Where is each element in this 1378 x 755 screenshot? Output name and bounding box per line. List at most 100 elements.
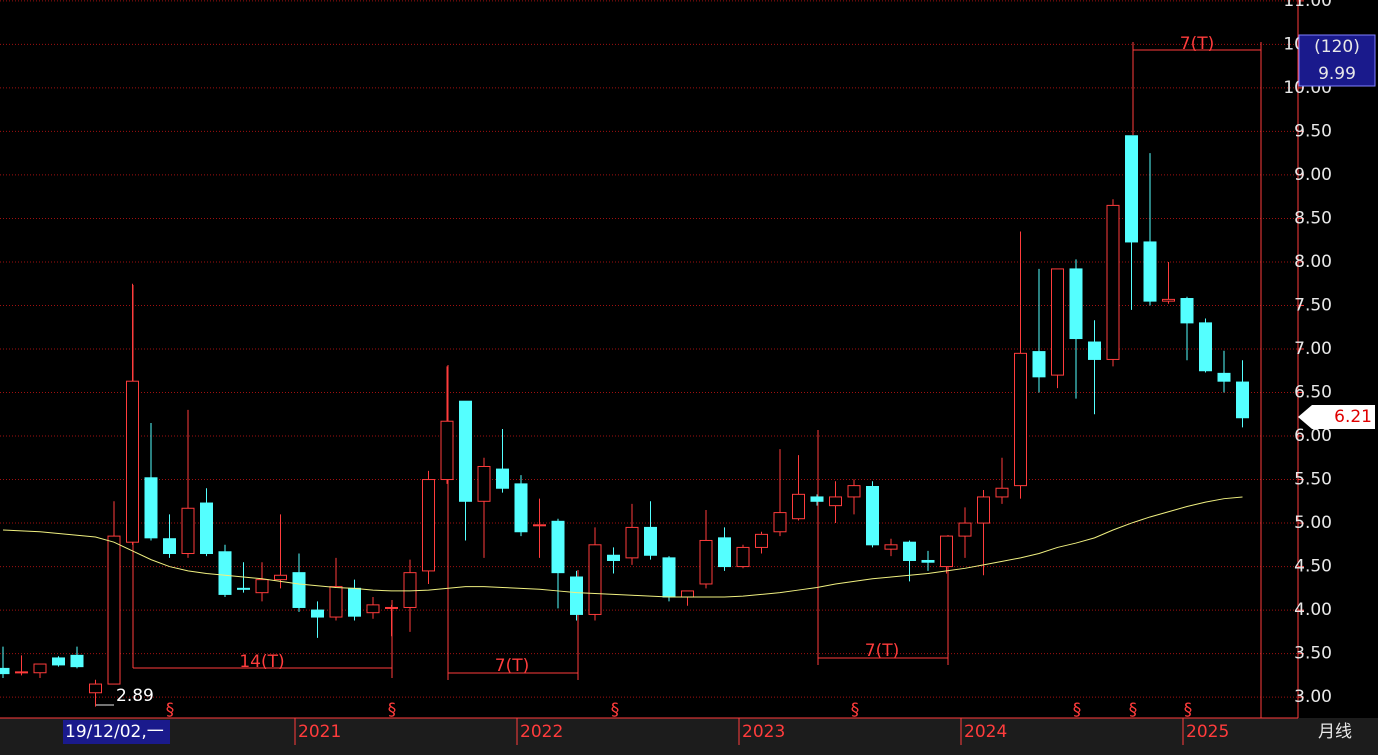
- candle-body: [699, 539, 713, 585]
- candle-body: [274, 574, 287, 581]
- candle-body: [1125, 135, 1138, 243]
- candle-body: [33, 663, 47, 674]
- candle-body: [107, 535, 121, 685]
- candle-body: [329, 586, 343, 618]
- y-tick-label: 5.00: [1294, 513, 1332, 533]
- candle-body: [662, 557, 676, 598]
- candle-body: [755, 533, 768, 548]
- candle-body: [1088, 341, 1101, 360]
- readout-label: (120): [1314, 37, 1360, 57]
- y-tick-label: 4.00: [1294, 600, 1332, 620]
- x-axis-bar: [0, 718, 1378, 755]
- y-tick-label: 3.00: [1294, 687, 1332, 707]
- candle-body: [866, 485, 879, 546]
- candle-body: [1051, 268, 1064, 376]
- y-tick-label: 11.00: [1283, 0, 1332, 11]
- candle-body: [15, 671, 28, 674]
- candle-body: [1032, 351, 1046, 378]
- event-marker: §: [1129, 700, 1138, 720]
- candle-body: [422, 479, 435, 572]
- candle-body: [681, 590, 694, 598]
- candle-body: [773, 512, 787, 533]
- event-marker: §: [1073, 700, 1082, 720]
- candle-body: [52, 657, 65, 666]
- event-marker: §: [611, 700, 620, 720]
- y-tick-label: 9.00: [1294, 165, 1332, 185]
- candle-body: [921, 559, 935, 563]
- candle-body: [1236, 381, 1249, 419]
- event-marker: §: [166, 700, 175, 720]
- x-tick-label: 2022: [520, 722, 563, 742]
- x-tick-label: 2024: [964, 722, 1007, 742]
- candle-body: [144, 477, 158, 539]
- candle-body: [588, 544, 602, 615]
- candle-body: [958, 522, 972, 537]
- candle-body: [348, 587, 361, 617]
- candle-body: [366, 604, 380, 614]
- candle-body: [903, 541, 916, 561]
- cycle-label: 7(T): [865, 641, 899, 661]
- y-tick-label: 7.00: [1294, 339, 1332, 359]
- candle-body: [995, 487, 1009, 498]
- candle-body: [514, 483, 528, 533]
- event-marker: §: [1184, 700, 1193, 720]
- candle-body: [551, 520, 565, 574]
- candle-body: [496, 468, 509, 489]
- y-tick-label: 7.50: [1294, 295, 1332, 315]
- candle-body: [1180, 298, 1194, 324]
- candle-body: [718, 537, 731, 568]
- period-label: 月线: [1318, 722, 1352, 742]
- candle-body: [218, 551, 232, 595]
- candle-body: [607, 554, 620, 561]
- price-tag: [1298, 405, 1375, 429]
- y-tick-label: 9.50: [1294, 121, 1332, 141]
- candle-body: [237, 587, 250, 590]
- candle-body: [810, 496, 824, 502]
- candle-body: [1162, 298, 1175, 302]
- candle-body: [940, 535, 953, 568]
- low-label: 2.89: [116, 686, 154, 706]
- candle-body: [1069, 268, 1083, 340]
- candle-body: [385, 606, 398, 609]
- candle-body: [1106, 204, 1120, 360]
- cycle-label: 7(T): [495, 656, 529, 676]
- candle-body: [736, 546, 750, 568]
- cycle-label: 7(T): [1180, 34, 1214, 54]
- candle-body: [977, 496, 990, 524]
- last-price: 6.21: [1334, 407, 1372, 427]
- candle-body: [829, 496, 842, 507]
- candle-body: [200, 502, 213, 555]
- readout-value: 9.99: [1318, 64, 1356, 84]
- candle-body: [126, 380, 139, 543]
- y-tick-label: 8.50: [1294, 208, 1332, 228]
- candle-body: [292, 572, 306, 608]
- cycle-label: 14(T): [239, 652, 284, 672]
- candle-body: [311, 609, 324, 618]
- candle-body: [792, 493, 805, 520]
- moving-average: [2, 496, 1243, 598]
- cursor-date: 19/12/02,一: [65, 722, 164, 742]
- candle-body: [1143, 241, 1157, 302]
- y-tick-label: 5.50: [1294, 470, 1332, 490]
- candle-body: [403, 572, 417, 608]
- candle-body: [255, 579, 269, 594]
- candle-body: [163, 538, 176, 555]
- candle-body: [477, 465, 491, 502]
- candle-body: [884, 544, 898, 550]
- readout-box: [1298, 34, 1376, 87]
- candle-body: [644, 526, 657, 556]
- candle-body: [533, 524, 546, 527]
- candle-body: [181, 507, 195, 555]
- candle-body: [847, 485, 861, 498]
- y-tick-label: 6.50: [1294, 383, 1332, 403]
- x-tick-label: 2025: [1186, 722, 1229, 742]
- candle-body: [70, 654, 84, 668]
- candle-body: [1199, 322, 1212, 372]
- candle-body: [1217, 372, 1231, 382]
- candle-body: [625, 526, 639, 559]
- y-tick-label: 4.50: [1294, 557, 1332, 577]
- y-tick-label: 3.50: [1294, 644, 1332, 664]
- candle-body: [89, 683, 102, 694]
